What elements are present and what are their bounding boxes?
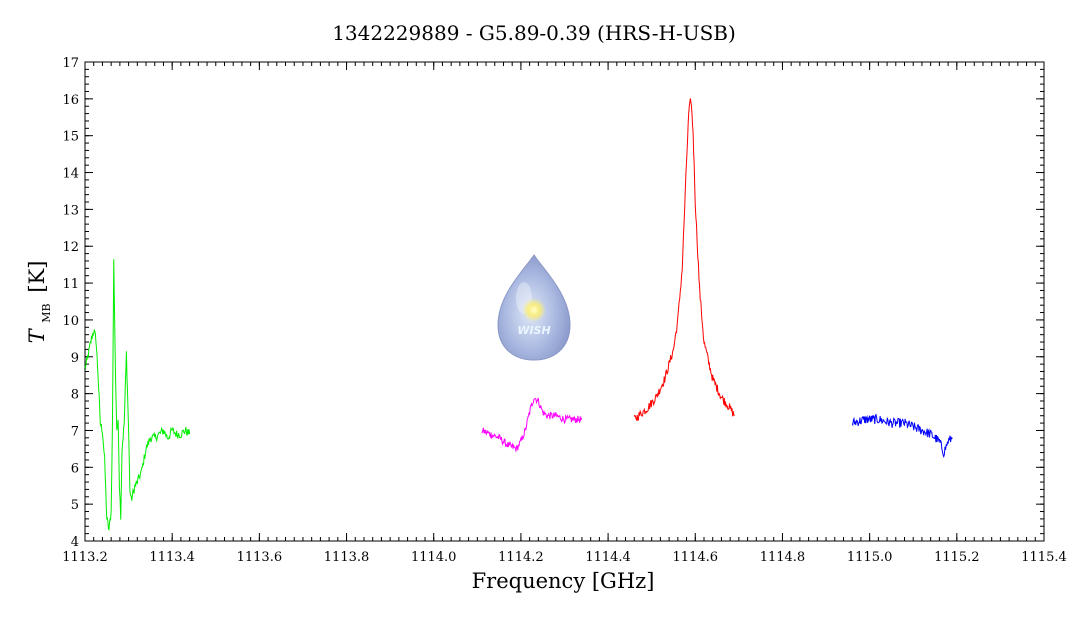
y-axis-label: T MB [K] <box>25 261 55 344</box>
x-tick-label: 1115.4 <box>1021 550 1067 565</box>
x-tick-label: 1113.4 <box>149 550 195 565</box>
y-axis-label-main: T <box>25 327 49 343</box>
x-tick-label: 1115.2 <box>934 550 980 565</box>
y-tick-label: 11 <box>62 277 79 292</box>
x-tick-label: 1115.0 <box>847 550 893 565</box>
logo: WISH <box>497 254 571 361</box>
y-tick-label: 16 <box>62 93 79 108</box>
x-tick-label: 1114.0 <box>411 550 457 565</box>
series-layer <box>84 98 953 532</box>
axis-ticks <box>84 61 1045 542</box>
y-tick-label: 7 <box>71 424 79 439</box>
y-tick-label: 14 <box>62 167 79 182</box>
chart-title: 1342229889 - G5.89-0.39 (HRS-H-USB) <box>332 21 736 45</box>
spectrum-series-3 <box>633 98 735 422</box>
y-tick-label: 17 <box>62 56 79 71</box>
y-axis-label-sub: MB <box>40 303 53 322</box>
tick-labels: 1113.2 1113.4 1113.6 1113.8 1114.0 1114.2 1114… <box>62 56 1067 565</box>
y-tick-label: 9 <box>71 351 79 366</box>
spectrum-series-1 <box>84 259 191 532</box>
y-axis-label-unit: [K] <box>25 261 49 293</box>
y-tick-label: 5 <box>71 498 79 513</box>
x-tick-label: 1113.6 <box>237 550 283 565</box>
y-tick-label: 12 <box>62 240 79 255</box>
x-tick-label: 1113.8 <box>324 550 370 565</box>
x-tick-label: 1114.6 <box>673 550 719 565</box>
x-tick-label: 1114.8 <box>760 550 806 565</box>
spectrum-series-2 <box>481 397 583 452</box>
x-axis-label: Frequency [GHz] <box>472 569 655 593</box>
y-tick-label: 6 <box>71 461 79 476</box>
x-tick-label: 1113.2 <box>62 550 108 565</box>
spectrum-series-4 <box>851 413 953 459</box>
y-tick-label: 4 <box>71 535 79 550</box>
y-tick-label: 13 <box>62 203 79 218</box>
y-tick-label: 10 <box>62 314 79 329</box>
logo-text: WISH <box>517 324 550 337</box>
y-tick-label: 8 <box>71 388 79 403</box>
x-tick-label: 1114.4 <box>585 550 631 565</box>
x-tick-label: 1114.2 <box>498 550 544 565</box>
y-tick-label: 15 <box>62 130 79 145</box>
star-icon <box>522 298 546 322</box>
